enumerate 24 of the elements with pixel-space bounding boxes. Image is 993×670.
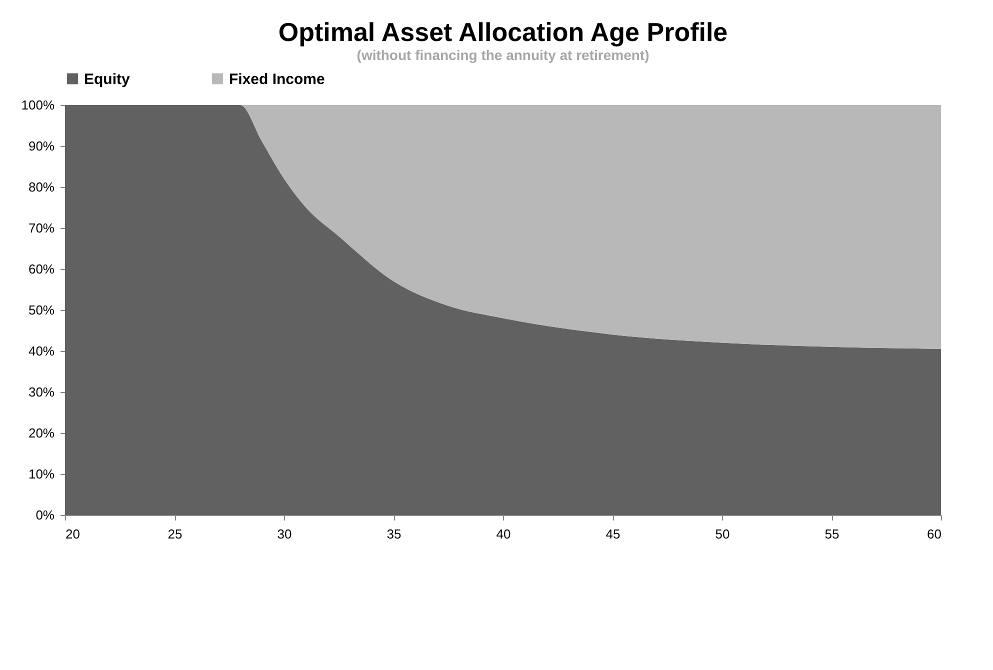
x-tick-label: 55 — [824, 526, 840, 542]
legend-label: Fixed Income — [229, 70, 325, 88]
y-tick-label: 80% — [28, 180, 55, 194]
y-tick-label: 60% — [28, 262, 55, 276]
x-tick-label: 25 — [168, 526, 182, 542]
y-tick-label: 40% — [28, 344, 55, 358]
y-tick-label: 90% — [28, 138, 55, 154]
x-tick-label: 20 — [66, 526, 80, 542]
y-tick-label: 20% — [28, 426, 55, 440]
x-tick-label: 30 — [277, 526, 292, 542]
y-tick-label: 70% — [28, 220, 55, 236]
legend-label: Equity — [84, 70, 130, 88]
y-tick-label: 0% — [36, 508, 55, 522]
y-tick-label: 10% — [28, 466, 55, 482]
chart-title: Optimal Asset Allocation Age Profile — [278, 17, 728, 47]
chart-subtitle: (without financing the annuity at retirement) — [356, 47, 650, 63]
y-tick-label: 50% — [28, 302, 55, 318]
x-tick-label: 40 — [496, 526, 511, 542]
x-tick-label: 60 — [927, 526, 942, 542]
x-tick-label: 45 — [606, 526, 620, 542]
y-tick-label: 100% — [21, 98, 55, 112]
x-tick-label: 50 — [715, 526, 730, 542]
x-tick-label: 35 — [386, 526, 402, 542]
y-tick-label: 30% — [28, 384, 55, 400]
